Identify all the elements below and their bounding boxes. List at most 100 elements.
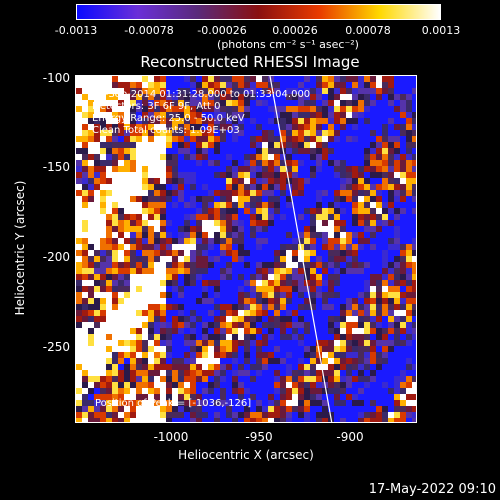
image-pixel <box>220 106 226 112</box>
image-pixel <box>202 382 208 388</box>
image-pixel <box>370 172 376 178</box>
image-pixel <box>334 190 340 196</box>
image-pixel <box>208 388 214 394</box>
image-pixel <box>220 94 226 100</box>
image-pixel <box>208 244 214 250</box>
image-pixel <box>166 358 172 364</box>
image-pixel <box>154 208 160 214</box>
image-pixel <box>190 412 196 418</box>
image-pixel <box>232 340 238 346</box>
image-pixel <box>166 232 172 238</box>
image-pixel <box>94 82 100 88</box>
image-pixel <box>226 394 232 400</box>
image-pixel <box>166 148 172 154</box>
image-pixel <box>256 388 262 394</box>
image-pixel <box>334 130 340 136</box>
image-pixel <box>274 298 280 304</box>
image-pixel <box>406 136 412 142</box>
image-pixel <box>334 82 340 88</box>
image-pixel <box>358 94 364 100</box>
image-pixel <box>244 292 250 298</box>
image-pixel <box>352 412 358 418</box>
image-pixel <box>250 172 256 178</box>
image-pixel <box>82 364 88 370</box>
image-pixel <box>82 154 88 160</box>
image-pixel <box>358 196 364 202</box>
image-pixel <box>196 220 202 226</box>
image-pixel <box>178 256 184 262</box>
colorbar-tick: 0.00026 <box>272 24 318 37</box>
image-pixel <box>238 334 244 340</box>
image-pixel <box>304 370 310 376</box>
image-pixel <box>214 292 220 298</box>
image-pixel <box>112 100 118 106</box>
image-pixel <box>202 94 208 100</box>
image-pixel <box>214 358 220 364</box>
image-pixel <box>94 364 100 370</box>
image-pixel <box>106 136 112 142</box>
image-pixel <box>76 184 82 190</box>
image-pixel <box>184 88 190 94</box>
image-pixel <box>322 286 328 292</box>
image-pixel <box>160 190 166 196</box>
image-pixel <box>376 226 382 232</box>
image-pixel <box>220 298 226 304</box>
image-pixel <box>286 394 292 400</box>
image-pixel <box>190 280 196 286</box>
image-pixel <box>274 178 280 184</box>
image-pixel <box>364 388 370 394</box>
image-pixel <box>184 124 190 130</box>
image-pixel <box>274 226 280 232</box>
image-pixel <box>340 124 346 130</box>
colorbar-units: (photons cm⁻² s⁻¹ asec⁻²) <box>217 38 359 51</box>
image-pixel <box>244 226 250 232</box>
image-pixel <box>244 382 250 388</box>
image-pixel <box>406 232 412 238</box>
image-pixel <box>274 76 280 82</box>
image-pixel <box>340 262 346 268</box>
image-pixel <box>100 124 106 130</box>
image-pixel <box>328 256 334 262</box>
image-pixel <box>310 208 316 214</box>
image-pixel <box>262 268 268 274</box>
image-pixel <box>94 346 100 352</box>
image-pixel <box>316 406 322 412</box>
image-pixel <box>256 106 262 112</box>
image-pixel <box>286 100 292 106</box>
image-pixel <box>106 370 112 376</box>
image-pixel <box>226 256 232 262</box>
image-pixel <box>292 358 298 364</box>
image-pixel <box>148 100 154 106</box>
image-pixel <box>364 202 370 208</box>
image-pixel <box>154 154 160 160</box>
image-pixel <box>370 250 376 256</box>
image-pixel <box>136 340 142 346</box>
plot-title: Reconstructed RHESSI Image <box>140 53 360 71</box>
image-pixel <box>316 214 322 220</box>
image-pixel <box>256 250 262 256</box>
image-pixel <box>400 94 406 100</box>
image-pixel <box>316 118 322 124</box>
image-pixel <box>136 322 142 328</box>
image-pixel <box>388 310 394 316</box>
image-pixel <box>172 178 178 184</box>
image-pixel <box>250 286 256 292</box>
image-pixel <box>358 112 364 118</box>
image-pixel <box>268 238 274 244</box>
image-pixel <box>94 370 100 376</box>
image-pixel <box>298 88 304 94</box>
image-pixel <box>226 328 232 334</box>
image-pixel <box>130 244 136 250</box>
image-pixel <box>142 328 148 334</box>
image-pixel <box>130 106 136 112</box>
image-pixel <box>376 130 382 136</box>
image-pixel <box>274 376 280 382</box>
image-pixel <box>346 88 352 94</box>
image-pixel <box>298 124 304 130</box>
image-pixel <box>400 298 406 304</box>
image-pixel <box>406 394 412 400</box>
image-pixel <box>406 190 412 196</box>
image-pixel <box>148 220 154 226</box>
image-pixel <box>124 238 130 244</box>
image-pixel <box>256 112 262 118</box>
